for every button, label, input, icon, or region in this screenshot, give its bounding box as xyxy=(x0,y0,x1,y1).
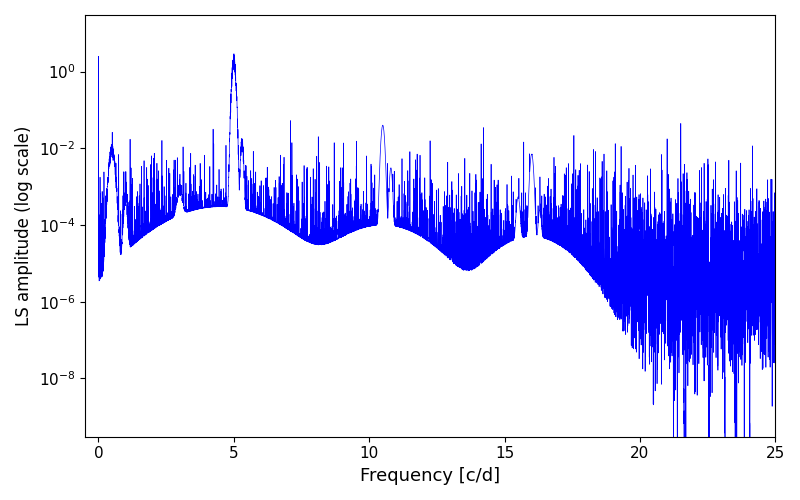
Y-axis label: LS amplitude (log scale): LS amplitude (log scale) xyxy=(15,126,33,326)
X-axis label: Frequency [c/d]: Frequency [c/d] xyxy=(360,467,500,485)
